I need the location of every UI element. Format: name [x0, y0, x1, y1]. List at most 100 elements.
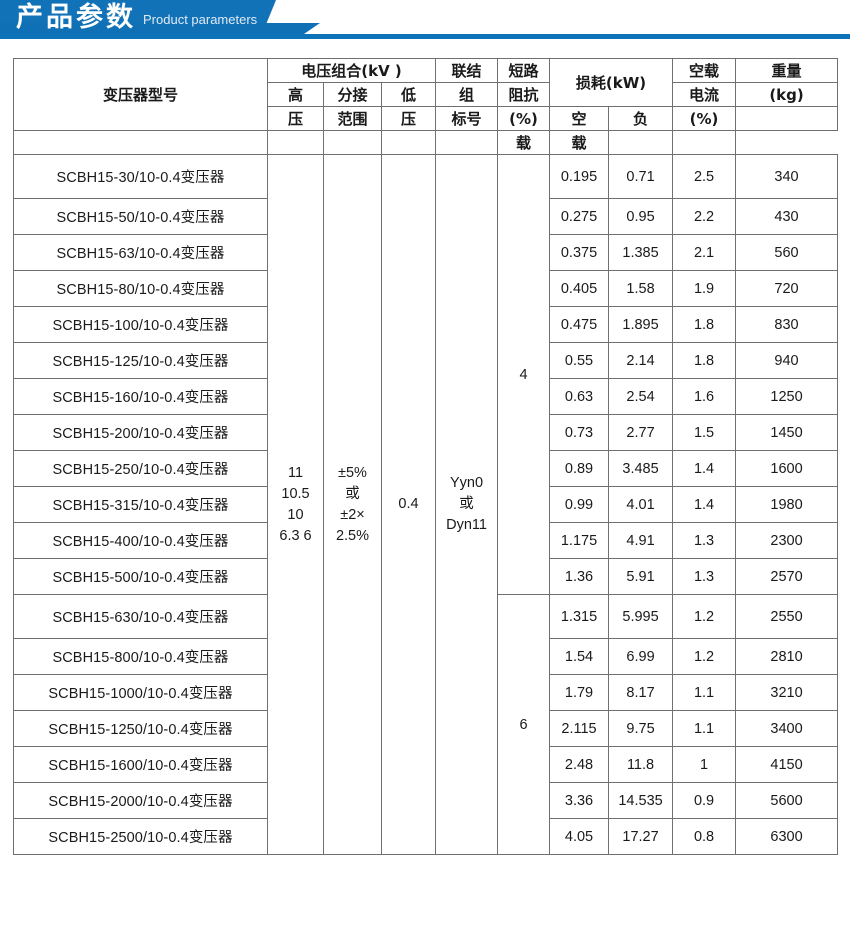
- cell-load-loss: 3.485: [608, 450, 674, 487]
- cell-load-loss: 2.77: [608, 414, 674, 451]
- header-row-2: 高 分接 低 组 阻抗 电流 (kg): [14, 82, 839, 107]
- cell-weight: 1980: [735, 486, 839, 523]
- cell-no-load-loss: 2.115: [549, 710, 610, 747]
- cell-no-load-loss: 0.55: [549, 342, 610, 379]
- cell-model: SCBH15-2500/10-0.4变压器: [13, 818, 268, 855]
- table-row: SCBH15-160/10-0.4变压器 0.63 2.54 1.6 1250: [13, 378, 839, 415]
- cell-weight: 4150: [735, 746, 839, 783]
- cell-weight: 3210: [735, 674, 839, 711]
- cell-weight: 720: [735, 270, 839, 307]
- banner-underline: [0, 34, 850, 39]
- header-weight-blank: [735, 106, 839, 131]
- cell-weight: 830: [735, 306, 839, 343]
- header-loss-load-2: 载: [549, 130, 610, 155]
- cell-no-load-loss: 1.54: [549, 638, 610, 675]
- header-voltage-group: 电压组合(kV ): [266, 58, 437, 83]
- header-weight-1: 重量: [735, 58, 839, 83]
- cell-model: SCBH15-160/10-0.4变压器: [13, 378, 268, 415]
- cell-weight: 940: [735, 342, 839, 379]
- header-voltage-low-2: 压: [380, 106, 437, 131]
- table-row: SCBH15-200/10-0.4变压器 0.73 2.77 1.5 1450: [13, 414, 839, 451]
- cell-no-load-current: 1.9: [672, 270, 737, 307]
- cell-no-load-loss: 0.275: [549, 198, 610, 235]
- tap-range-line: 或: [345, 485, 360, 502]
- cell-model: SCBH15-1250/10-0.4变压器: [13, 710, 268, 747]
- header-voltage-high-1: 高: [267, 82, 324, 107]
- tap-range-line: ±2×: [340, 506, 365, 523]
- cell-no-load-loss: 0.475: [549, 306, 610, 343]
- header-voltage-low-1: 低: [380, 82, 437, 107]
- cell-load-loss: 2.14: [608, 342, 674, 379]
- header-loss: 损耗(kW): [549, 58, 674, 107]
- cell-load-loss: 1.58: [608, 270, 674, 307]
- cell-no-load-loss: 0.375: [549, 234, 610, 271]
- high-voltage-line: 6.3 6: [279, 527, 312, 544]
- cell-load-loss: 0.95: [608, 198, 674, 235]
- header-voltage-tap-2: 范围: [323, 106, 382, 131]
- cell-weight: 340: [735, 154, 839, 199]
- cell-no-load-current: 2.1: [672, 234, 737, 271]
- header-noload-current-3: (%): [672, 106, 737, 131]
- table-row: SCBH15-80/10-0.4变压器 0.405 1.58 1.9 720: [13, 270, 839, 307]
- banner-title-chinese: 产品参数: [16, 2, 136, 33]
- tap-range-line: ±5%: [338, 464, 367, 481]
- header-voltage-low-blank: [323, 130, 382, 155]
- cell-model: SCBH15-30/10-0.4变压器: [13, 154, 268, 199]
- header-impedance-2: 阻抗: [497, 82, 551, 107]
- cell-no-load-current: 1.8: [672, 306, 737, 343]
- cell-model: SCBH15-200/10-0.4变压器: [13, 414, 268, 451]
- table-body: SCBH15-30/10-0.4变压器 11 10.5 10 6.3 6 ±5% 或 ±2× 2…: [13, 154, 839, 855]
- cell-weight: 1250: [735, 378, 839, 415]
- cell-model: SCBH15-500/10-0.4变压器: [13, 558, 268, 595]
- header-connection-blank: [380, 130, 437, 155]
- cell-no-load-loss: 1.175: [549, 522, 610, 559]
- cell-no-load-current: 1.2: [672, 638, 737, 675]
- cell-no-load-current: 2.2: [672, 198, 737, 235]
- cell-no-load-current: 1.5: [672, 414, 737, 451]
- spec-table-container: 变压器型号 电压组合(kV ) 联结 短路 损耗(kW) 空载 重量 高 分接 …: [13, 58, 839, 855]
- cell-no-load-loss: 3.36: [549, 782, 610, 819]
- table-row: SCBH15-50/10-0.4变压器 0.275 0.95 2.2 430: [13, 198, 839, 235]
- header-voltage-high-2: 压: [267, 106, 324, 131]
- cell-impedance: 6: [497, 594, 551, 855]
- table-row: SCBH15-2500/10-0.4变压器 4.05 17.27 0.8 6300: [13, 818, 839, 855]
- cell-model: SCBH15-50/10-0.4变压器: [13, 198, 268, 235]
- table-row: SCBH15-63/10-0.4变压器 0.375 1.385 2.1 560: [13, 234, 839, 271]
- header-loss-load-1: 负: [608, 106, 674, 131]
- cell-load-loss: 11.8: [608, 746, 674, 783]
- cell-no-load-current: 1.2: [672, 594, 737, 639]
- header-weight-2: (kg): [735, 82, 839, 107]
- cell-model: SCBH15-250/10-0.4变压器: [13, 450, 268, 487]
- cell-model: SCBH15-800/10-0.4变压器: [13, 638, 268, 675]
- cell-no-load-loss: 0.405: [549, 270, 610, 307]
- header-connection-3: 标号: [435, 106, 499, 131]
- table-row: SCBH15-800/10-0.4变压器 1.54 6.99 1.2 2810: [13, 638, 839, 675]
- header-connection-1: 联结: [435, 58, 499, 83]
- header-voltage-high-blank: [13, 130, 268, 155]
- table-row: SCBH15-630/10-0.4变压器 6 1.315 5.995 1.2 2550: [13, 594, 839, 855]
- header-voltage-tap-1: 分接: [323, 82, 382, 107]
- cell-impedance: 4: [497, 154, 551, 595]
- cell-model: SCBH15-1600/10-0.4变压器: [13, 746, 268, 783]
- cell-low-voltage: 0.4: [380, 154, 437, 855]
- cell-model: SCBH15-315/10-0.4变压器: [13, 486, 268, 523]
- cell-weight: 6300: [735, 818, 839, 855]
- cell-no-load-loss: 0.195: [549, 154, 610, 199]
- cell-load-loss: 4.91: [608, 522, 674, 559]
- table-row: SCBH15-400/10-0.4变压器 1.175 4.91 1.3 2300: [13, 522, 839, 559]
- cell-model: SCBH15-100/10-0.4变压器: [13, 306, 268, 343]
- cell-load-loss: 6.99: [608, 638, 674, 675]
- cell-weight: 430: [735, 198, 839, 235]
- cell-no-load-current: 1.1: [672, 674, 737, 711]
- header-model: 变压器型号: [13, 58, 268, 131]
- header-noload-current-blank: [608, 130, 674, 155]
- header-weight-blank-2: [672, 130, 737, 155]
- header-impedance-3: (%): [497, 106, 551, 131]
- cell-no-load-loss: 0.73: [549, 414, 610, 451]
- cell-no-load-loss: 0.89: [549, 450, 610, 487]
- high-voltage-line: 10: [287, 506, 304, 523]
- cell-load-loss: 9.75: [608, 710, 674, 747]
- cell-load-loss: 0.71: [608, 154, 674, 199]
- cell-no-load-current: 1.3: [672, 558, 737, 595]
